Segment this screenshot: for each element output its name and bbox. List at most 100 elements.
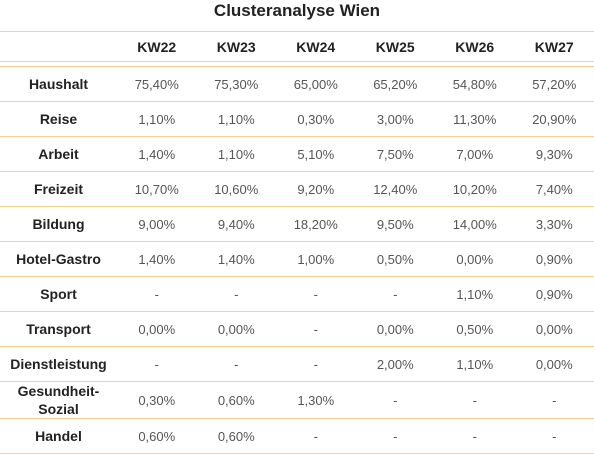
table-cell: - [197,347,277,382]
table-cell: 0,00% [515,347,594,382]
table-cell: 0,90% [515,242,594,277]
table-cell: 1,00% [276,242,356,277]
table-cell: 9,30% [515,137,594,172]
table-cell: 7,50% [356,137,436,172]
table-cell: 0,30% [276,102,356,137]
table-cell: 0,90% [515,277,594,312]
table-cell: 1,10% [197,137,277,172]
table-cell: 5,10% [276,137,356,172]
table-row: Sport----1,10%0,90% [0,277,594,312]
header-row: KW22 KW23 KW24 KW25 KW26 KW27 [0,32,594,62]
table-cell: - [276,347,356,382]
table-cell: - [117,277,197,312]
column-header: KW26 [435,32,515,62]
header-corner [0,32,117,62]
table-cell: 75,40% [117,67,197,102]
table-cell: - [356,277,436,312]
table-cell: 9,20% [276,172,356,207]
table-cell: 0,00% [356,312,436,347]
row-label: Sport [0,277,117,312]
row-label: Handel [0,419,117,454]
table-cell: 0,60% [117,419,197,454]
row-label: Hotel-Gastro [0,242,117,277]
table-cell: 0,30% [117,382,197,419]
table-cell: 0,00% [515,312,594,347]
row-label: Arbeit [0,137,117,172]
table-cell: 1,40% [197,242,277,277]
table-cell: 1,10% [117,102,197,137]
row-label: Bildung [0,207,117,242]
table-cell: 18,20% [276,207,356,242]
table-cell: 10,20% [435,172,515,207]
table-cell: 10,70% [117,172,197,207]
table-cell: 11,30% [435,102,515,137]
column-header: KW25 [356,32,436,62]
table-cell: 0,50% [435,312,515,347]
table-cell: 1,10% [435,347,515,382]
table-cell: 14,00% [435,207,515,242]
row-label: Freizeit [0,172,117,207]
table-title: Clusteranalyse Wien [0,0,594,22]
column-header: KW22 [117,32,197,62]
table-cell: - [117,347,197,382]
table-cell: - [276,312,356,347]
row-label: Reise [0,102,117,137]
table-cell: 1,10% [435,277,515,312]
table-cell: - [356,382,436,419]
table-cell: 3,00% [356,102,436,137]
table-cell: 7,40% [515,172,594,207]
table-cell: - [515,382,594,419]
table-cell: - [197,277,277,312]
table-cell: 9,00% [117,207,197,242]
table-cell: 1,40% [117,242,197,277]
table-cell: 12,40% [356,172,436,207]
table-cell: 0,00% [197,312,277,347]
table-row: Dienstleistung---2,00%1,10%0,00% [0,347,594,382]
column-header: KW23 [197,32,277,62]
table-cell: 0,00% [435,242,515,277]
table-cell: 54,80% [435,67,515,102]
table-cell: 9,50% [356,207,436,242]
table-cell: 20,90% [515,102,594,137]
table-cell: - [435,382,515,419]
table-cell: 7,00% [435,137,515,172]
table-cell: 65,00% [276,67,356,102]
table-cell: 0,60% [197,419,277,454]
table-cell: 65,20% [356,67,436,102]
table-cell: 0,60% [197,382,277,419]
row-label: Dienstleistung [0,347,117,382]
table-cell: 1,30% [276,382,356,419]
table-cell: 3,30% [515,207,594,242]
table-cell: 1,40% [117,137,197,172]
table-cell: 57,20% [515,67,594,102]
column-header: KW27 [515,32,594,62]
table-cell: 1,10% [197,102,277,137]
row-label: Transport [0,312,117,347]
table-cell: 75,30% [197,67,277,102]
table-cell: 10,60% [197,172,277,207]
table-cell: - [435,419,515,454]
table-cell: - [276,419,356,454]
row-label: Haushalt [0,67,117,102]
table-cell: 0,00% [117,312,197,347]
table-cell: - [356,419,436,454]
row-label: Gesundheit-Sozial [0,382,117,419]
table-cell: - [515,419,594,454]
table-cell: 9,40% [197,207,277,242]
table-cell: 2,00% [356,347,436,382]
table-cell: - [276,277,356,312]
column-header: KW24 [276,32,356,62]
table-cell: 0,50% [356,242,436,277]
